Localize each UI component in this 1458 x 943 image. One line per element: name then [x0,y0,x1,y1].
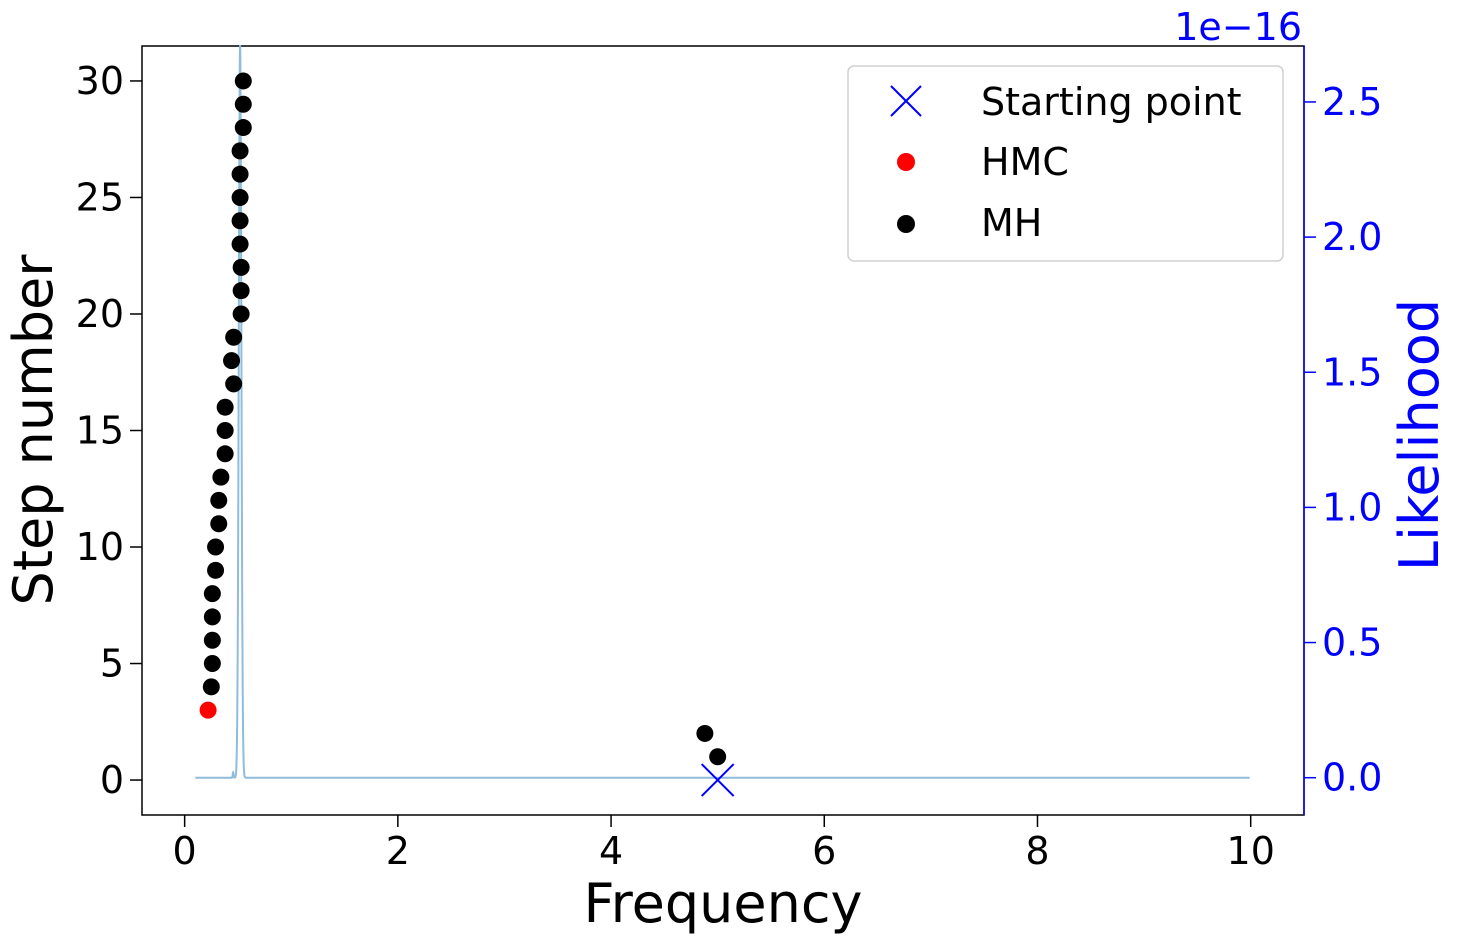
mh-point [225,328,243,346]
mh-point [216,445,234,463]
x-tick-label: 6 [812,829,836,873]
mh-point [225,375,243,393]
right-y-tick-label: 2.0 [1322,215,1382,259]
likelihood-curve [195,45,1250,779]
mh-point [210,491,228,509]
legend-entry-mh: MH [897,201,1042,245]
legend-box [847,65,1284,262]
mh-point [216,422,234,439]
right-axis-offset-text: 1e−16 [1174,5,1302,49]
legend-entry-hmc: HMC [897,140,1069,184]
legend-label-starting-point: Starting point [981,80,1242,124]
red-dot-icon [897,153,915,171]
x-axis: 0 2 4 6 8 10 [173,815,1275,873]
right-y-tick-label: 0.0 [1322,756,1382,800]
mh-point [203,585,221,603]
x-tick-label: 2 [386,829,410,873]
mh-point [234,119,252,137]
mh-point [223,352,241,370]
y-tick-label: 15 [76,409,124,453]
legend-label-mh: MH [981,201,1042,245]
mh-point [231,212,249,230]
y-tick-label: 20 [76,292,124,336]
y-tick-label: 10 [76,525,124,569]
mh-point [709,748,727,766]
x-tick-label: 10 [1227,829,1275,873]
mh-point [232,305,250,323]
right-y-tick-label: 1.0 [1322,485,1382,529]
mh-point [203,631,221,649]
mh-point [231,188,249,206]
mh-point [234,72,252,90]
mh-point [234,95,252,113]
right-y-axis: 0.0 0.5 1.0 1.5 2.0 2.5 [1303,46,1382,815]
legend-entry-starting-point: Starting point [890,80,1242,124]
y-axis: 0 5 10 15 20 25 30 [76,59,142,802]
hmc-point [199,701,217,719]
y-axis-label: Step number [2,254,65,606]
mh-point [216,398,234,416]
y-tick-label: 25 [76,175,124,219]
mh-point [232,282,250,300]
mh-point [210,515,228,533]
mh-point [231,235,249,253]
data-markers [199,72,735,797]
black-dot-icon [897,215,915,233]
mh-point [231,142,249,160]
right-y-tick-label: 1.5 [1322,350,1382,394]
mh-point [203,655,221,673]
y-tick-label: 5 [100,642,124,686]
mh-point [231,165,249,183]
x-tick-label: 8 [1025,829,1049,873]
y-tick-label: 0 [100,758,124,802]
mh-point [207,538,225,556]
mh-point [232,258,250,276]
right-y-tick-label: 2.5 [1322,80,1382,124]
mh-point [212,468,230,486]
x-axis-label: Frequency [584,872,863,935]
x-tick-label: 0 [173,829,197,873]
right-y-axis-label: Likelihood [1388,299,1451,571]
legend-label-hmc: HMC [981,140,1069,184]
mh-point [203,608,221,626]
mh-point [202,678,220,696]
mh-point [696,724,714,742]
mh-point [207,561,225,579]
x-tick-label: 4 [599,829,623,873]
y-tick-label: 30 [76,59,124,103]
starting-point-marker [700,763,735,797]
x-marker-icon [890,85,922,117]
right-y-tick-label: 0.5 [1322,621,1382,665]
plot-area [141,45,1305,816]
legend: Starting point HMC MH [847,65,1284,262]
